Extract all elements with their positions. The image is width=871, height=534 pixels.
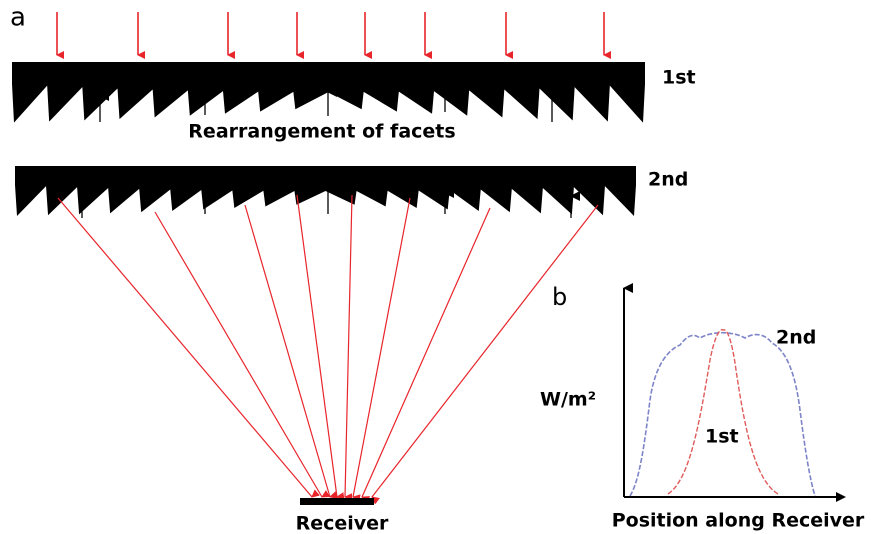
ray xyxy=(352,197,411,503)
x-axis-label: Position along Receiver xyxy=(612,510,865,532)
focused-rays xyxy=(57,194,599,505)
lenses xyxy=(12,62,645,218)
x-axis-arrow xyxy=(836,492,846,502)
y-axis-label: W/m² xyxy=(540,389,596,411)
panel-label: a xyxy=(10,3,26,33)
lens-label: 1st xyxy=(662,67,696,89)
curve-label: 2nd xyxy=(776,327,816,349)
receiver-label: Receiver xyxy=(296,513,389,534)
curve-2nd xyxy=(629,331,816,497)
ray xyxy=(296,194,345,501)
annotation: Rearrangement of facets xyxy=(188,121,455,143)
receiver xyxy=(300,498,374,505)
ray xyxy=(57,197,320,498)
incident-rays xyxy=(56,12,611,59)
ray xyxy=(244,204,338,499)
ray xyxy=(344,194,353,502)
ray xyxy=(154,211,331,498)
panel-label: b xyxy=(552,283,567,311)
lens-label: 2nd xyxy=(648,169,688,191)
ray xyxy=(371,204,599,505)
curve-label: 1st xyxy=(705,426,739,448)
ray xyxy=(361,207,491,504)
curve-1st xyxy=(667,328,779,495)
fresnel-lens xyxy=(15,166,636,217)
fresnel-lens xyxy=(12,62,645,123)
